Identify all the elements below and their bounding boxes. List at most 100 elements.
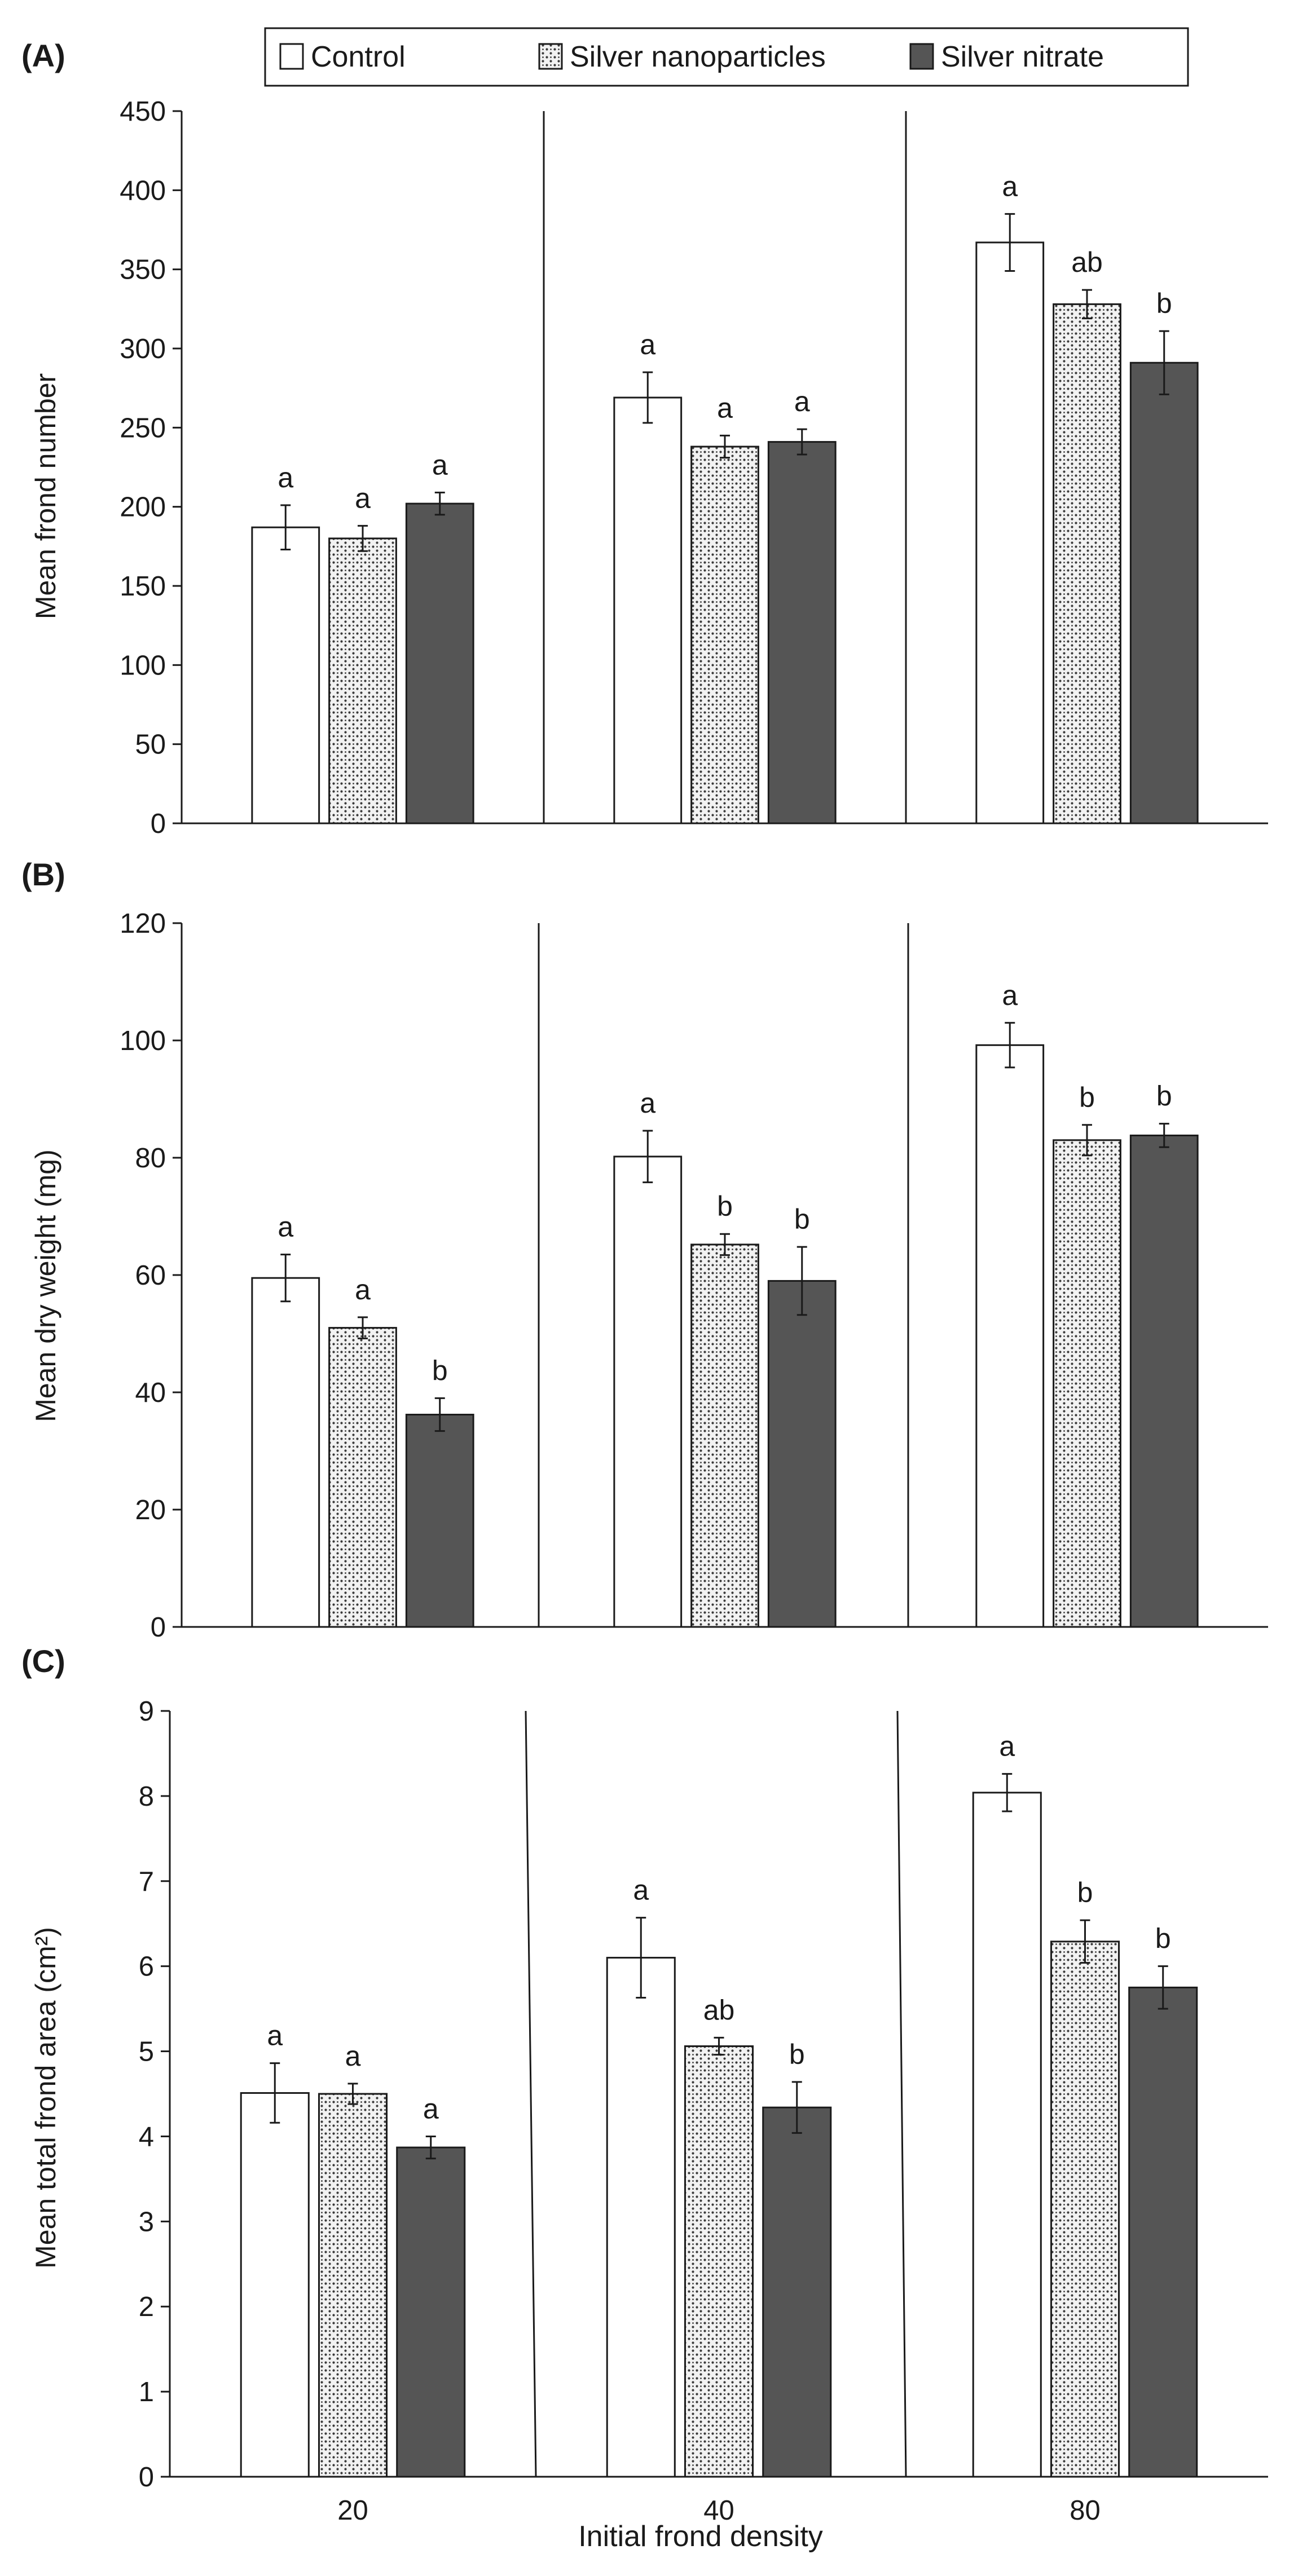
significance-letter-nanoparticles-40: b	[717, 1190, 733, 1222]
y-tick-label: 350	[120, 255, 166, 285]
significance-letter-control-80: a	[1002, 980, 1018, 1011]
significance-letter-nanoparticles-40: a	[717, 392, 733, 424]
y-tick-label: 0	[139, 2462, 154, 2493]
bar-control-20	[251, 1277, 320, 1628]
error-bar-control-80	[1002, 1773, 1013, 1812]
significance-letter-control-40: a	[640, 1087, 655, 1119]
bar-nitrate-40	[762, 2106, 832, 2478]
error-bar-nitrate-80	[1159, 330, 1169, 395]
panel-b: (B) Mean dry weight (mg) 0 20 40 60 80 100 120…	[21, 857, 1268, 1643]
error-bar-nanoparticles-40	[720, 1233, 730, 1256]
bar-nanoparticles-80	[1053, 303, 1121, 824]
significance-letter-nanoparticles-40: ab	[703, 1994, 735, 2026]
x-tick-label: 20	[337, 2495, 368, 2526]
error-bar-nanoparticles-20	[347, 2083, 358, 2105]
y-tick-label: 7	[139, 1867, 154, 1897]
y-tick-label: 150	[120, 571, 166, 602]
bar-control-20	[251, 526, 320, 824]
error-bar-control-80	[1005, 1022, 1015, 1069]
panel-b-ylabel: Mean dry weight (mg)	[30, 1149, 61, 1422]
y-tick-label: 450	[120, 96, 166, 127]
bar-control-80	[975, 1044, 1045, 1628]
significance-letter-nanoparticles-20: a	[355, 1274, 371, 1305]
error-bar-control-20	[280, 1254, 291, 1303]
panel-a-ylabel: Mean frond number	[30, 373, 61, 619]
legend-swatch-control	[279, 43, 304, 70]
x-axis-label: Initial frond density	[578, 2520, 823, 2553]
legend-label-nitrate: Silver nitrate	[941, 41, 1104, 73]
error-bar-nanoparticles-40	[714, 2036, 724, 2056]
bar-nanoparticles-20	[328, 537, 397, 824]
panel-c: (C) Mean total frond area (cm²) 0 1 2 3 4 5 6 7…	[21, 1643, 1268, 2553]
y-tick-label: 40	[135, 1378, 166, 1408]
panel-c-label: (C)	[21, 1643, 65, 1679]
y-tick-label: 400	[120, 175, 166, 206]
panel-b-label: (B)	[21, 857, 65, 892]
y-tick-label: 3	[139, 2207, 154, 2237]
bar-nitrate-20	[396, 2146, 466, 2478]
error-bar-nitrate-20	[434, 491, 445, 516]
bar-nitrate-80	[1129, 361, 1199, 824]
error-bar-nanoparticles-80	[1080, 1919, 1090, 1964]
error-bar-control-20	[270, 2062, 280, 2124]
y-tick-label: 200	[120, 492, 166, 523]
error-bar-control-80	[1005, 213, 1015, 272]
panel-a-plot: 0 50 100 150 200 250 300 350 400 450 a a a a a a a ab b	[120, 96, 1268, 839]
significance-letter-nitrate-40: b	[794, 1203, 810, 1235]
x-tick-label: 40	[703, 2495, 734, 2526]
significance-letter-control-40: a	[640, 329, 655, 360]
panel-a: (A) Mean frond number 0 50 100 150 200 250 300…	[21, 38, 1268, 839]
panel-a-label: (A)	[21, 38, 65, 73]
y-tick-label: 80	[135, 1143, 166, 1174]
y-tick-label: 100	[120, 1026, 166, 1056]
significance-letter-control-80: a	[1002, 170, 1018, 202]
error-bar-nitrate-40	[796, 428, 807, 456]
y-tick-label: 60	[135, 1260, 166, 1291]
y-tick-label: 1	[139, 2377, 154, 2407]
bar-nanoparticles-40	[690, 1243, 759, 1628]
y-tick-label: 5	[139, 2037, 154, 2067]
significance-letter-control-40: a	[633, 1874, 649, 1906]
bar-nitrate-40	[767, 441, 837, 824]
error-bar-control-40	[636, 1917, 646, 1999]
y-tick-label: 20	[135, 1495, 166, 1525]
panel-c-divider-1	[525, 1710, 537, 2477]
panel-c-ylabel: Mean total frond area (cm²)	[30, 1927, 61, 2269]
y-tick-label: 9	[139, 1696, 154, 1727]
error-bar-nanoparticles-20	[358, 1316, 368, 1339]
significance-letter-nanoparticles-20: a	[355, 482, 371, 514]
y-tick-label: 2	[139, 2292, 154, 2322]
y-tick-label: 100	[120, 650, 166, 681]
x-tick-label: 80	[1070, 2495, 1101, 2526]
bar-nanoparticles-80	[1053, 1139, 1121, 1628]
significance-letter-nitrate-80: b	[1156, 1080, 1172, 1112]
panel-b-plot: 0 20 40 60 80 100 120 a a b a b b a b b	[120, 908, 1268, 1643]
significance-letter-nitrate-40: a	[794, 386, 810, 417]
bar-nitrate-20	[405, 502, 474, 824]
error-bar-nitrate-80	[1159, 1123, 1169, 1148]
bar-nitrate-80	[1129, 1134, 1199, 1628]
bar-control-40	[606, 1957, 676, 2478]
legend-label-control: Control	[311, 41, 406, 73]
bar-nanoparticles-20	[318, 2093, 388, 2478]
error-bar-nanoparticles-40	[720, 434, 730, 459]
panel-c-divider-2	[896, 1710, 907, 2477]
legend-box	[264, 27, 1189, 87]
bar-nanoparticles-40	[684, 2045, 754, 2478]
error-bar-nanoparticles-20	[358, 524, 368, 552]
significance-letter-nitrate-20: a	[432, 449, 448, 480]
y-tick-label: 8	[139, 1781, 154, 1812]
error-bar-nanoparticles-80	[1082, 289, 1092, 320]
error-bar-nitrate-20	[425, 2135, 436, 2160]
bar-control-40	[613, 1155, 683, 1628]
error-bar-control-40	[643, 371, 653, 424]
significance-letter-nitrate-20: a	[423, 2093, 439, 2124]
significance-letter-control-20: a	[278, 462, 293, 493]
error-bar-control-20	[280, 504, 291, 550]
significance-letter-nanoparticles-80: b	[1077, 1877, 1093, 1908]
significance-letter-nanoparticles-80: ab	[1071, 246, 1103, 278]
bar-control-80	[972, 1792, 1042, 2478]
bar-nanoparticles-20	[328, 1327, 397, 1628]
